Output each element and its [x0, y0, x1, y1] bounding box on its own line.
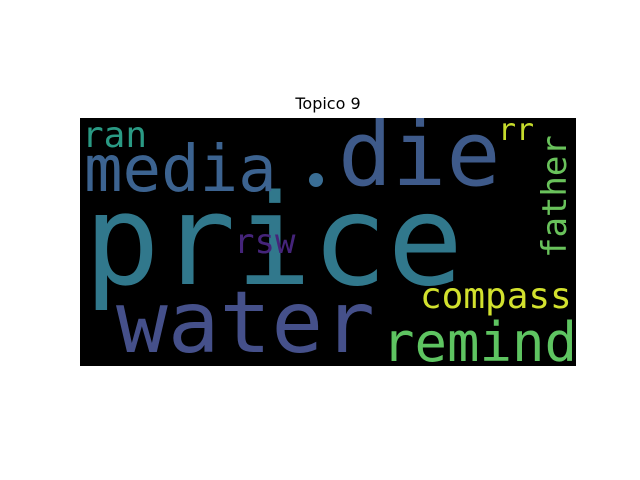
word-remind: remind	[382, 311, 576, 367]
word-compass: compass	[420, 276, 572, 317]
word-rr: rr	[498, 118, 535, 148]
plot-title: Topico 9	[295, 94, 361, 113]
word-rsw: rsw	[234, 222, 296, 262]
word-price: price	[84, 167, 464, 314]
wordcloud-panel: price water die media remind compass fat…	[80, 118, 576, 366]
word-water: water	[116, 273, 375, 366]
word-die: die	[338, 118, 501, 207]
word-father: father	[535, 135, 575, 258]
word-dot	[309, 173, 323, 187]
word-media: media	[84, 133, 277, 207]
word-ran: ran	[82, 118, 148, 156]
